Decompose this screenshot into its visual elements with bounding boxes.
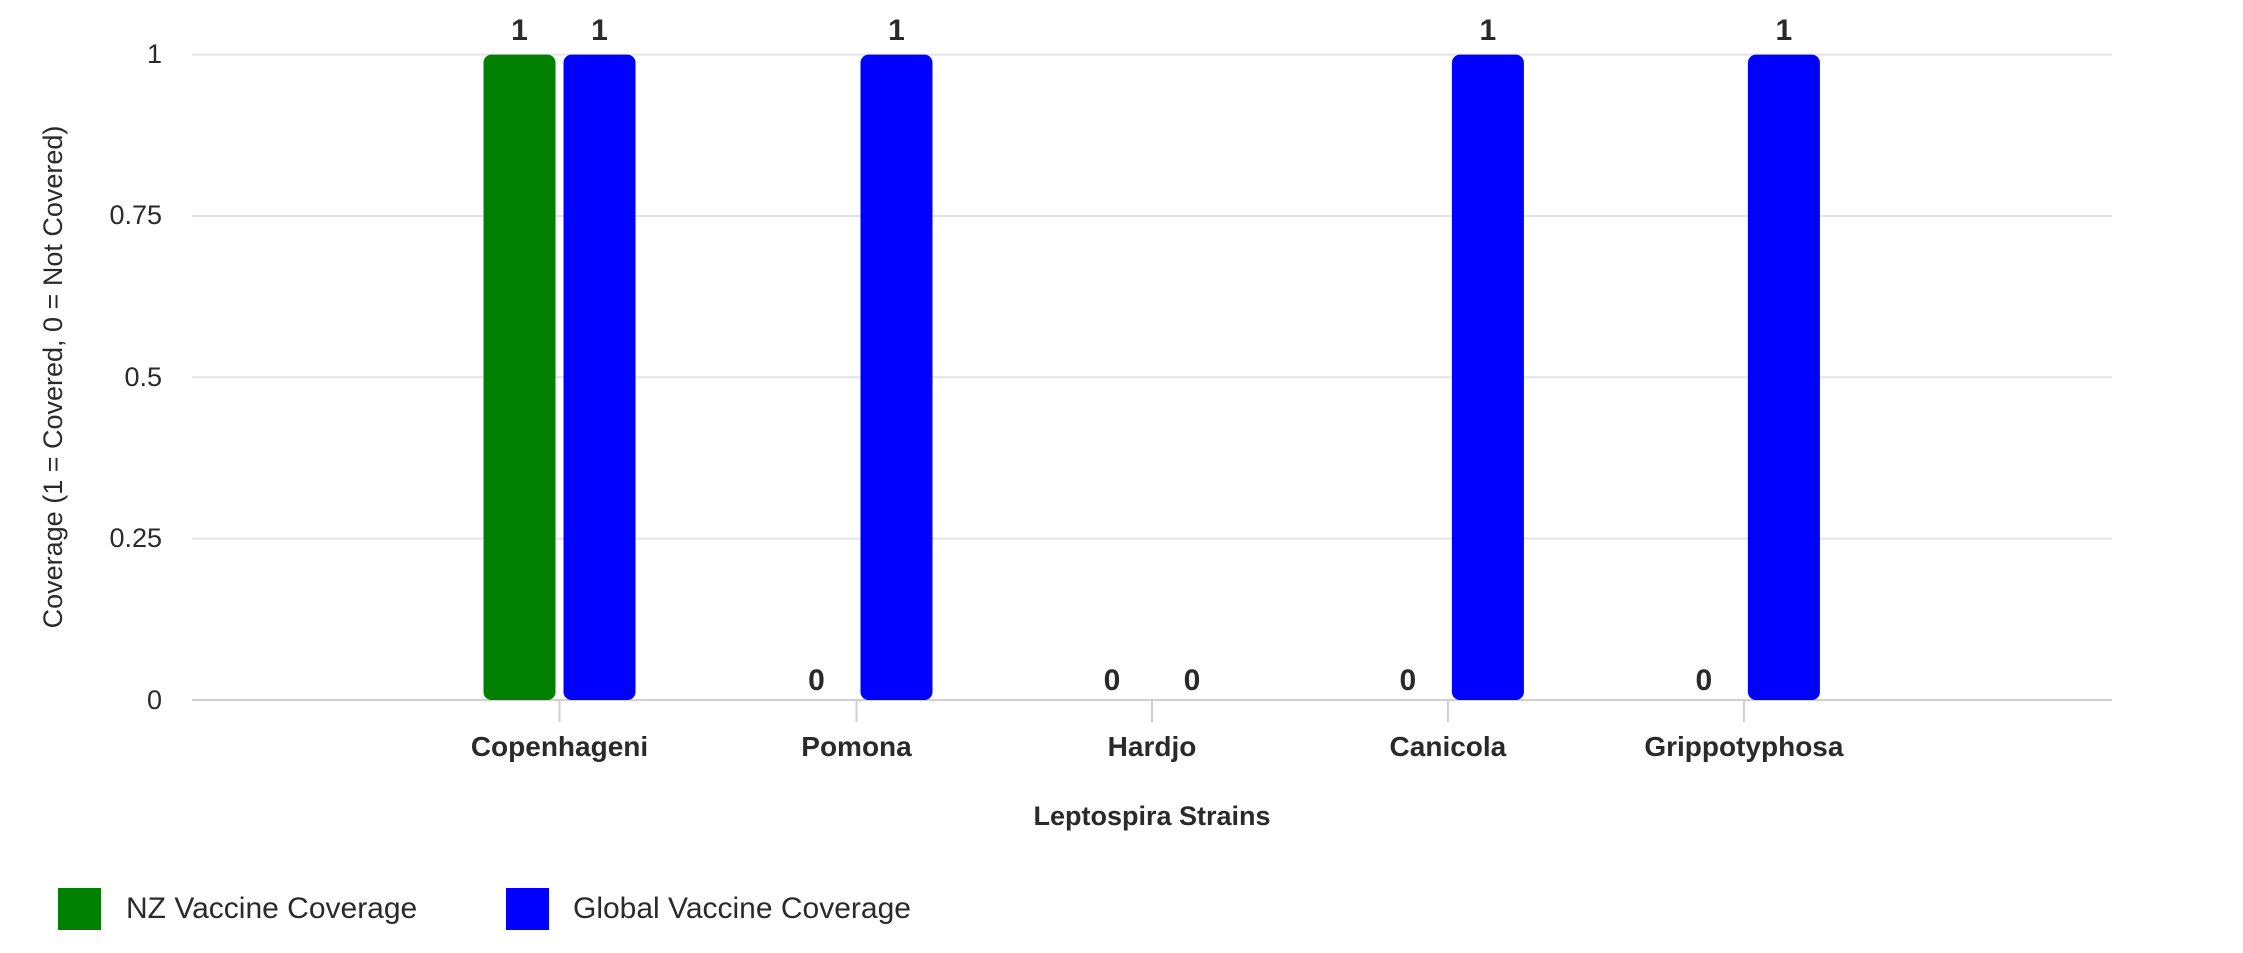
svg-text:Global Vaccine Coverage: Global Vaccine Coverage bbox=[573, 892, 911, 925]
svg-text:NZ Vaccine Coverage: NZ Vaccine Coverage bbox=[126, 892, 417, 925]
svg-text:0.75: 0.75 bbox=[109, 200, 162, 230]
svg-text:0: 0 bbox=[808, 664, 825, 697]
svg-text:Leptospira Strains: Leptospira Strains bbox=[1033, 801, 1270, 831]
svg-text:0.25: 0.25 bbox=[109, 523, 162, 553]
svg-text:Canicola: Canicola bbox=[1390, 731, 1507, 762]
svg-text:Copenhageni: Copenhageni bbox=[471, 731, 648, 762]
svg-text:1: 1 bbox=[1776, 14, 1793, 47]
svg-text:0: 0 bbox=[1400, 664, 1417, 697]
svg-text:Pomona: Pomona bbox=[801, 731, 912, 762]
svg-text:0: 0 bbox=[147, 685, 162, 715]
svg-text:Coverage (1 = Covered, 0 = Not: Coverage (1 = Covered, 0 = Not Covered) bbox=[38, 126, 68, 629]
svg-text:Hardjo: Hardjo bbox=[1108, 731, 1197, 762]
svg-text:0: 0 bbox=[1104, 664, 1121, 697]
svg-text:0: 0 bbox=[1184, 664, 1201, 697]
svg-text:1: 1 bbox=[888, 14, 905, 47]
svg-text:1: 1 bbox=[591, 14, 608, 47]
svg-text:1: 1 bbox=[1480, 14, 1497, 47]
svg-text:Grippotyphosa: Grippotyphosa bbox=[1644, 731, 1844, 762]
svg-text:0.5: 0.5 bbox=[124, 362, 162, 392]
svg-text:0: 0 bbox=[1696, 664, 1713, 697]
svg-text:1: 1 bbox=[511, 14, 528, 47]
svg-text:1: 1 bbox=[147, 39, 162, 69]
